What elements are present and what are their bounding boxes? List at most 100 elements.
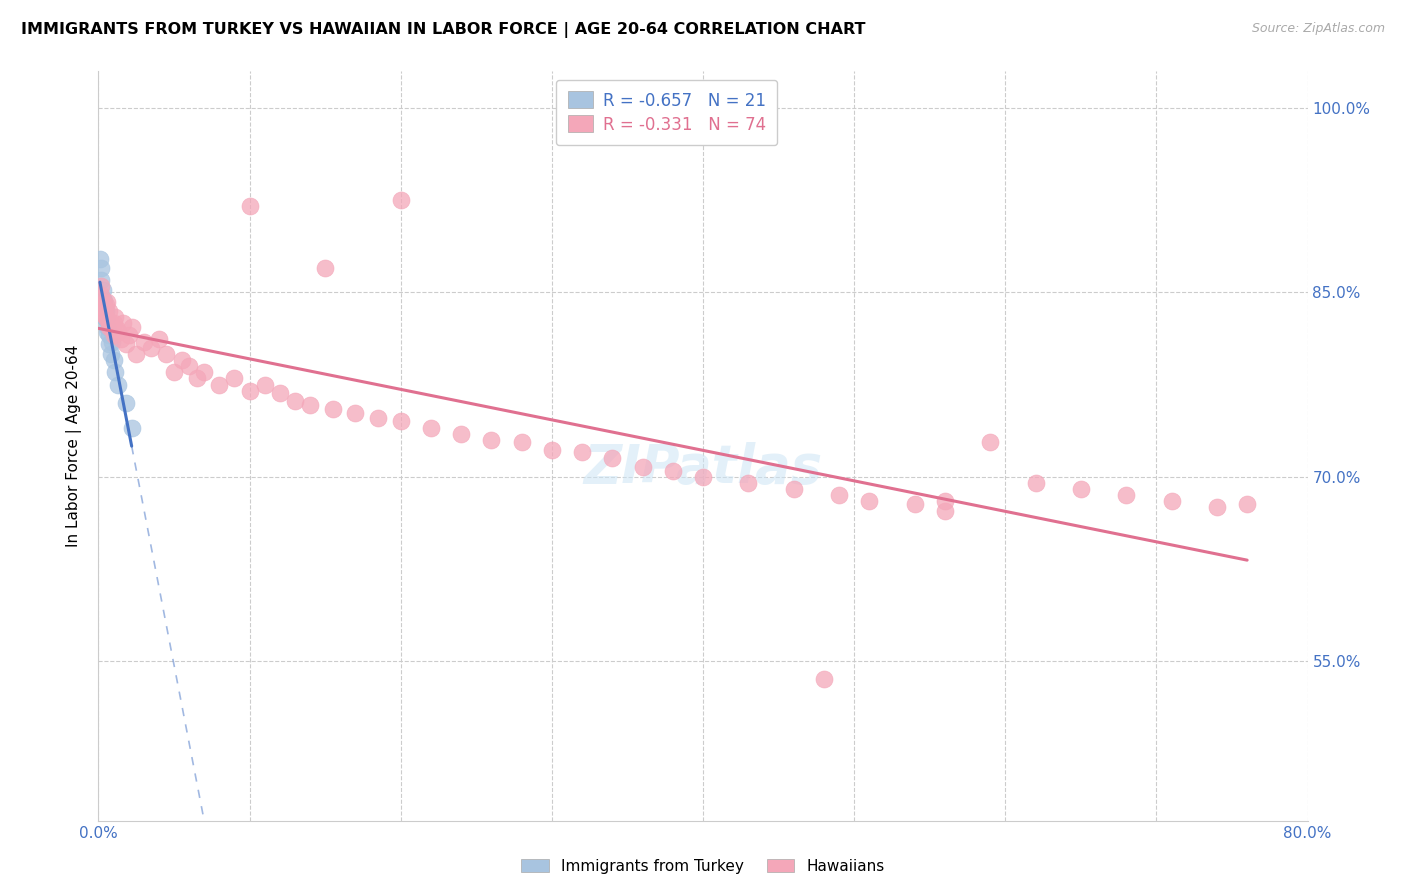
- Point: [540, 442, 562, 457]
- Point: [186, 371, 208, 385]
- Point: [858, 494, 880, 508]
- Point: [155, 347, 177, 361]
- Point: [93, 300, 115, 314]
- Point: [163, 365, 186, 379]
- Point: [104, 365, 127, 379]
- Point: [93, 294, 115, 309]
- Point: [141, 341, 163, 355]
- Point: [389, 414, 412, 428]
- Point: [93, 310, 115, 324]
- Point: [904, 497, 927, 511]
- Point: [934, 504, 956, 518]
- Point: [121, 319, 143, 334]
- Point: [98, 304, 121, 318]
- Point: [90, 279, 112, 293]
- Point: [783, 482, 806, 496]
- Point: [89, 298, 111, 312]
- Point: [91, 283, 114, 297]
- Text: Source: ZipAtlas.com: Source: ZipAtlas.com: [1251, 22, 1385, 36]
- Point: [121, 420, 143, 434]
- Point: [125, 347, 148, 361]
- Text: IMMIGRANTS FROM TURKEY VS HAWAIIAN IN LABOR FORCE | AGE 20-64 CORRELATION CHART: IMMIGRANTS FROM TURKEY VS HAWAIIAN IN LA…: [21, 22, 866, 38]
- Point: [813, 673, 835, 687]
- Point: [239, 384, 262, 398]
- Point: [344, 406, 367, 420]
- Point: [91, 300, 114, 314]
- Point: [107, 325, 129, 339]
- Point: [90, 288, 112, 302]
- Point: [239, 199, 262, 213]
- Point: [104, 310, 127, 324]
- Point: [692, 469, 714, 483]
- Point: [89, 252, 111, 267]
- Legend: Immigrants from Turkey, Hawaiians: Immigrants from Turkey, Hawaiians: [515, 853, 891, 880]
- Point: [91, 295, 114, 310]
- Point: [1115, 488, 1137, 502]
- Point: [98, 328, 121, 343]
- Point: [661, 464, 683, 478]
- Point: [103, 316, 125, 330]
- Point: [269, 386, 291, 401]
- Point: [101, 322, 124, 336]
- Point: [1024, 475, 1046, 490]
- Point: [98, 337, 121, 351]
- Legend: R = -0.657   N = 21, R = -0.331   N = 74: R = -0.657 N = 21, R = -0.331 N = 74: [555, 79, 778, 145]
- Point: [103, 353, 125, 368]
- Point: [510, 435, 533, 450]
- Point: [94, 312, 117, 326]
- Point: [101, 334, 124, 349]
- Point: [90, 260, 112, 275]
- Point: [481, 433, 503, 447]
- Point: [100, 316, 122, 330]
- Point: [299, 399, 322, 413]
- Point: [93, 308, 115, 322]
- Point: [631, 459, 654, 474]
- Point: [284, 393, 307, 408]
- Point: [450, 426, 472, 441]
- Point: [111, 316, 134, 330]
- Point: [367, 410, 389, 425]
- Point: [91, 292, 114, 306]
- Point: [1070, 482, 1092, 496]
- Point: [118, 328, 141, 343]
- Point: [828, 488, 851, 502]
- Point: [110, 332, 132, 346]
- Point: [98, 319, 121, 334]
- Text: ZIPatlas: ZIPatlas: [583, 442, 823, 494]
- Point: [1236, 497, 1258, 511]
- Point: [224, 371, 246, 385]
- Point: [1206, 500, 1229, 515]
- Point: [602, 451, 624, 466]
- Point: [103, 328, 125, 343]
- Point: [934, 494, 956, 508]
- Point: [90, 273, 112, 287]
- Point: [314, 260, 336, 275]
- Point: [114, 396, 136, 410]
- Point: [571, 445, 593, 459]
- Point: [253, 377, 276, 392]
- Point: [208, 377, 231, 392]
- Point: [94, 298, 117, 312]
- Point: [322, 402, 344, 417]
- Point: [114, 337, 136, 351]
- Point: [105, 322, 128, 336]
- Point: [96, 325, 118, 339]
- Point: [96, 312, 118, 326]
- Point: [389, 194, 412, 208]
- Y-axis label: In Labor Force | Age 20-64: In Labor Force | Age 20-64: [66, 345, 83, 547]
- Point: [193, 365, 215, 379]
- Point: [420, 420, 443, 434]
- Point: [96, 295, 118, 310]
- Point: [170, 353, 193, 368]
- Point: [979, 435, 1001, 450]
- Point: [94, 310, 117, 324]
- Point: [96, 319, 118, 334]
- Point: [148, 332, 170, 346]
- Point: [107, 377, 129, 392]
- Point: [94, 304, 117, 318]
- Point: [100, 347, 122, 361]
- Point: [132, 334, 155, 349]
- Point: [179, 359, 201, 373]
- Point: [93, 304, 115, 318]
- Point: [737, 475, 759, 490]
